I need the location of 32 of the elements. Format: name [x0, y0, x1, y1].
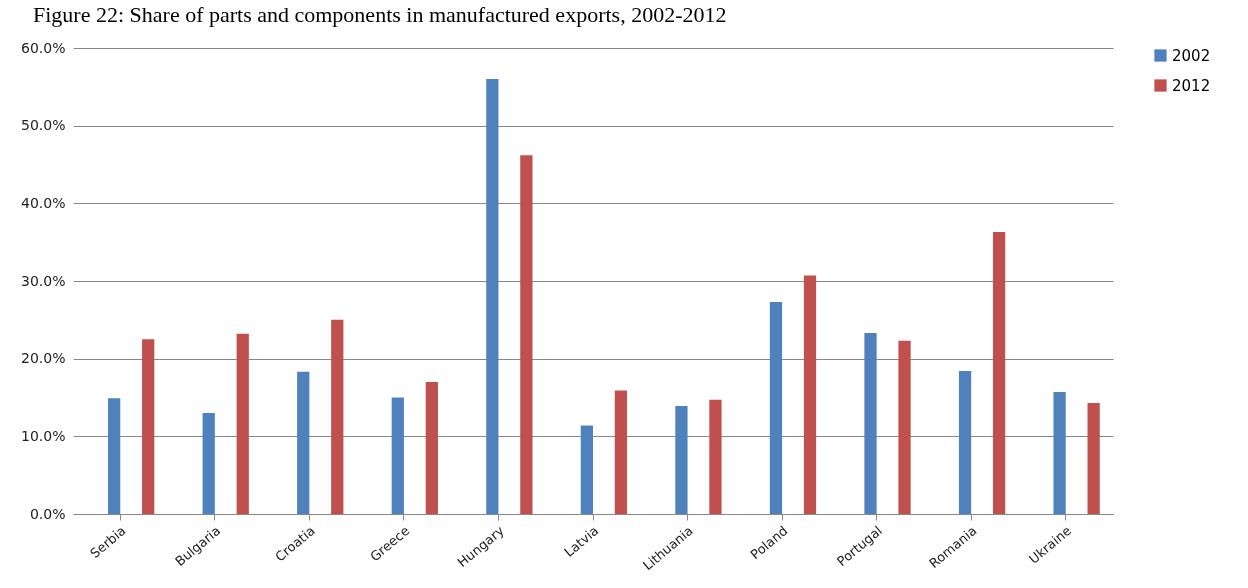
bar	[1087, 402, 1100, 514]
bar	[142, 339, 155, 514]
y-tick-label: 60.0%	[21, 39, 66, 56]
bar	[992, 232, 1006, 514]
bar	[520, 155, 533, 514]
chart-title: Figure 22: Share of parts and components in manufactured exports, 2002-2012	[33, 2, 727, 27]
y-tick-label: 0.0%	[29, 505, 66, 522]
bar	[580, 425, 593, 514]
bar	[709, 399, 722, 514]
bar	[297, 371, 310, 514]
bar	[202, 413, 215, 514]
bar	[391, 397, 404, 514]
y-tick-label: 30.0%	[21, 272, 66, 289]
y-tick-label: 10.0%	[21, 427, 66, 444]
legend-label: 2012	[1172, 76, 1211, 95]
bar	[769, 301, 783, 514]
bar	[1053, 392, 1066, 514]
y-tick-label: 20.0%	[21, 350, 66, 367]
bar	[425, 381, 438, 514]
bar	[331, 319, 344, 514]
bar	[108, 398, 121, 514]
bar	[864, 333, 877, 514]
legend-label: 2002	[1172, 46, 1211, 65]
bar	[614, 390, 628, 514]
y-tick-label: 40.0%	[21, 194, 66, 211]
bar	[898, 340, 911, 514]
y-tick-label: 50.0%	[21, 117, 66, 134]
bar	[486, 79, 499, 514]
bar	[236, 333, 249, 514]
bar	[803, 275, 817, 514]
bar	[675, 406, 688, 514]
bar	[958, 371, 972, 514]
